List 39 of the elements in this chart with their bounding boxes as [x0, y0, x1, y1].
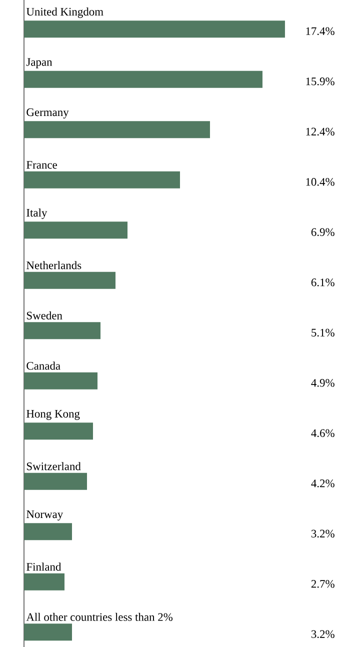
bar	[24, 472, 87, 490]
y-tick-label: Japan	[26, 58, 52, 68]
y-tick-label: Italy	[26, 208, 48, 219]
y-tick-label: United Kingdom	[26, 8, 104, 18]
y-tick-label: Sweden	[26, 311, 62, 320]
data-label: 4.2%	[311, 480, 334, 488]
bar	[24, 422, 93, 440]
y-tick-label: France	[26, 161, 57, 169]
data-label: 6.1%	[311, 278, 334, 286]
data-label: 3.2%	[311, 530, 334, 538]
data-label: 6.9%	[311, 228, 334, 236]
bar	[24, 171, 180, 188]
bar	[24, 573, 64, 590]
data-label: 10.4%	[306, 178, 334, 186]
bar	[24, 272, 116, 289]
data-label: 4.9%	[311, 379, 334, 387]
y-tick-label: Norway	[26, 510, 64, 520]
data-label: 17.4%	[306, 27, 334, 36]
bar	[24, 222, 128, 239]
bar	[24, 322, 100, 340]
bar	[24, 121, 210, 138]
bar	[24, 70, 262, 88]
bar	[24, 624, 72, 641]
y-tick-label: Germany	[26, 108, 69, 118]
y-tick-label: Hong Kong	[26, 410, 80, 420]
data-label: 12.4%	[306, 128, 334, 136]
data-label: 2.7%	[311, 580, 334, 588]
bar	[24, 20, 285, 38]
bar	[24, 523, 72, 540]
y-tick-label: Canada	[26, 362, 60, 370]
data-label: 5.1%	[312, 328, 334, 337]
data-label: 15.9%	[306, 78, 334, 86]
bar	[24, 372, 98, 390]
data-label: 4.6%	[311, 429, 334, 438]
y-tick-label: Finland	[26, 562, 62, 571]
y-tick-label: All other countries less than 2%	[26, 612, 173, 621]
data-label: 3.2%	[311, 630, 334, 638]
y-tick-label: Netherlands	[26, 261, 82, 270]
y-tick-label: Switzerland	[26, 462, 81, 470]
